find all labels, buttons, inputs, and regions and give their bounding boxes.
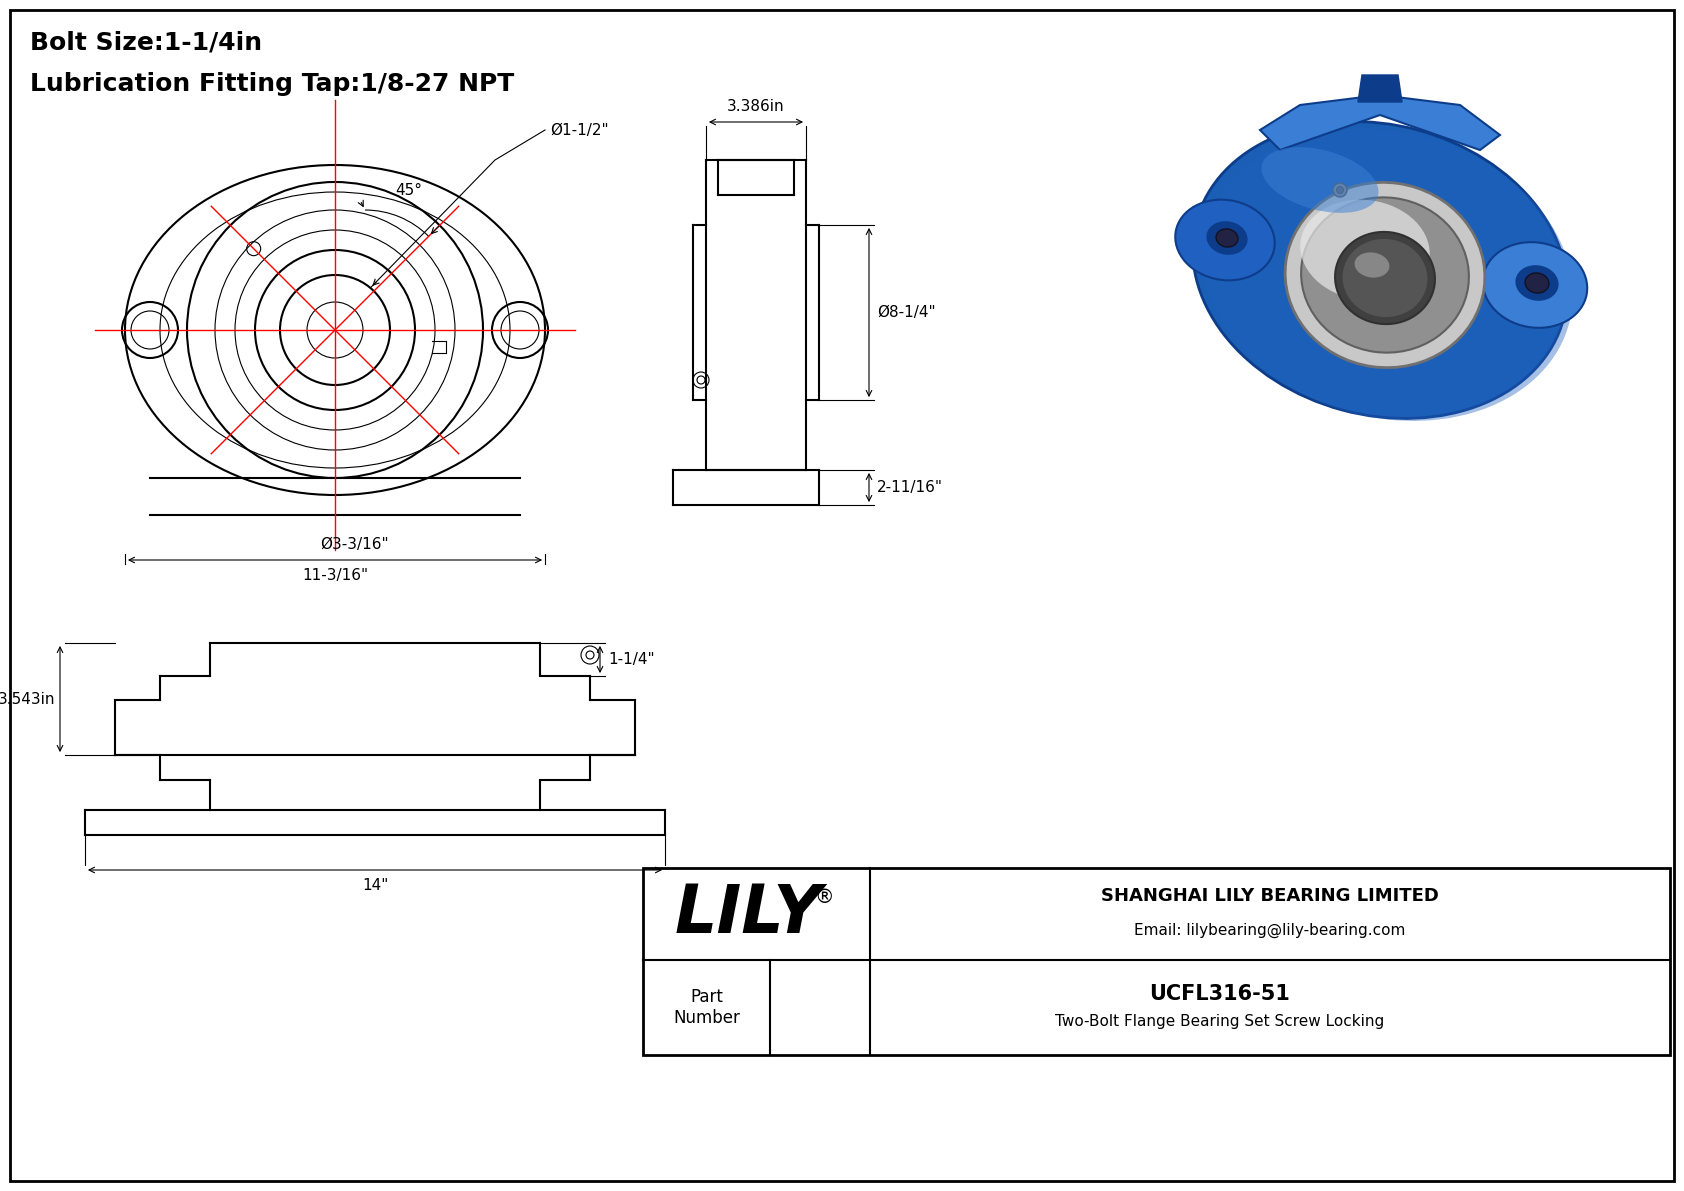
Text: ®: ®	[815, 888, 834, 908]
Ellipse shape	[1484, 242, 1588, 328]
Ellipse shape	[1302, 198, 1468, 353]
Text: 11-3/16": 11-3/16"	[301, 568, 369, 584]
Text: 45°: 45°	[394, 183, 423, 199]
Ellipse shape	[1175, 200, 1275, 280]
Ellipse shape	[1342, 239, 1428, 317]
Circle shape	[1334, 183, 1347, 197]
Ellipse shape	[1192, 121, 1568, 418]
Ellipse shape	[1285, 182, 1485, 368]
Ellipse shape	[1335, 232, 1435, 324]
Ellipse shape	[1516, 266, 1558, 300]
Polygon shape	[1260, 95, 1500, 150]
Text: Ø3-3/16": Ø3-3/16"	[320, 537, 389, 551]
Text: Ø1-1/2": Ø1-1/2"	[551, 123, 608, 137]
Text: 14": 14"	[362, 878, 389, 893]
Text: Two-Bolt Flange Bearing Set Screw Locking: Two-Bolt Flange Bearing Set Screw Lockin…	[1056, 1014, 1384, 1029]
Ellipse shape	[1526, 273, 1549, 293]
Text: UCFL316-51: UCFL316-51	[1150, 984, 1290, 1004]
Text: LILY: LILY	[675, 881, 822, 947]
Bar	[643, 868, 1671, 1055]
Ellipse shape	[1354, 252, 1389, 278]
Text: 3.543in: 3.543in	[0, 692, 56, 706]
Text: Bolt Size:1-1/4in: Bolt Size:1-1/4in	[30, 30, 263, 54]
Text: Ø8-1/4": Ø8-1/4"	[877, 305, 936, 320]
Text: 3.386in: 3.386in	[727, 99, 785, 114]
Polygon shape	[1357, 75, 1403, 102]
Ellipse shape	[1216, 229, 1238, 247]
Ellipse shape	[1202, 129, 1573, 420]
Text: 2-11/16": 2-11/16"	[877, 480, 943, 495]
Text: 1-1/4": 1-1/4"	[608, 651, 655, 667]
Text: Email: lilybearing@lily-bearing.com: Email: lilybearing@lily-bearing.com	[1135, 922, 1406, 937]
Ellipse shape	[1207, 222, 1246, 254]
Text: SHANGHAI LILY BEARING LIMITED: SHANGHAI LILY BEARING LIMITED	[1101, 887, 1438, 905]
Text: Part
Number: Part Number	[674, 989, 739, 1027]
Ellipse shape	[1261, 148, 1379, 213]
Ellipse shape	[1300, 200, 1430, 300]
Text: Lubrication Fitting Tap:1/8-27 NPT: Lubrication Fitting Tap:1/8-27 NPT	[30, 71, 514, 96]
Circle shape	[1337, 187, 1344, 193]
